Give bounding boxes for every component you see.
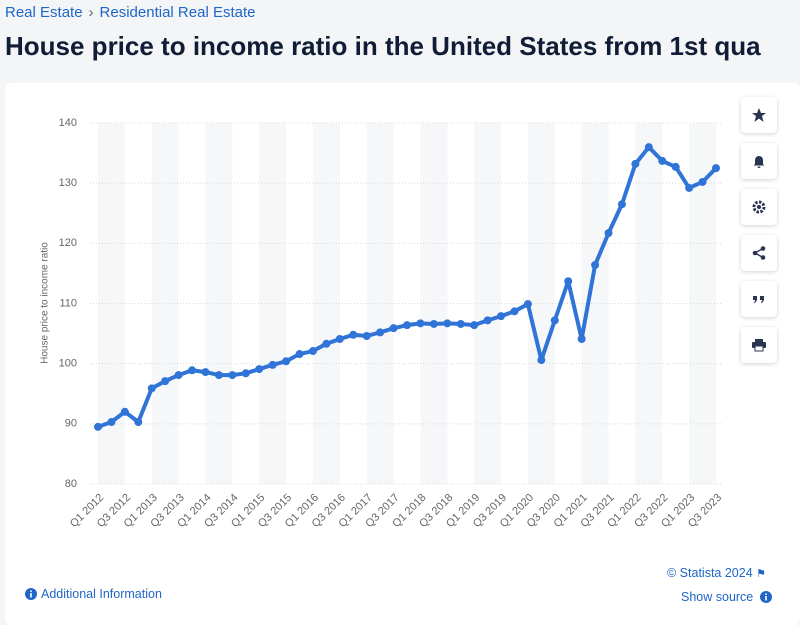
chart-card: House price to income ratio 80 90 100 110 12…	[5, 83, 800, 625]
band	[366, 123, 394, 484]
point	[644, 143, 653, 152]
point	[617, 200, 626, 209]
point	[322, 339, 331, 348]
y-tick-label: 100	[59, 358, 77, 370]
band	[527, 123, 555, 484]
point	[470, 321, 479, 330]
favorite-button[interactable]	[741, 97, 777, 133]
point	[161, 377, 170, 386]
point	[147, 384, 156, 393]
copyright: © Statista 2024 ⚑	[667, 566, 767, 580]
point	[188, 366, 197, 375]
point	[403, 321, 411, 330]
point	[214, 371, 223, 380]
point	[241, 369, 250, 378]
point	[456, 319, 465, 328]
y-tick-label: 120	[59, 237, 77, 249]
point	[308, 347, 317, 356]
y-tick-label: 110	[59, 297, 77, 309]
point	[497, 312, 506, 321]
point	[376, 328, 385, 337]
point	[107, 418, 116, 427]
point	[362, 331, 371, 340]
point	[550, 316, 559, 325]
point	[228, 371, 237, 380]
point	[349, 330, 358, 339]
point	[523, 300, 532, 309]
point	[120, 407, 129, 416]
band	[474, 123, 502, 484]
alert-button[interactable]	[741, 143, 777, 179]
point	[295, 350, 304, 359]
point	[510, 307, 519, 316]
y-axis-label: House price to income ratio	[40, 242, 51, 364]
cite-button[interactable]	[741, 281, 777, 317]
share-button[interactable]	[741, 235, 777, 271]
print-button[interactable]	[741, 327, 777, 363]
point	[429, 319, 438, 328]
additional-information[interactable]: Additional Information	[25, 587, 162, 601]
point	[712, 164, 720, 173]
point	[335, 334, 344, 343]
point	[134, 418, 143, 427]
point	[564, 277, 573, 286]
point	[268, 360, 277, 369]
point	[604, 229, 613, 238]
show-source[interactable]: Show source	[681, 590, 772, 604]
y-tick-label: 80	[65, 478, 77, 490]
crumb[interactable]: Real Estate	[5, 4, 83, 21]
point	[416, 319, 425, 328]
point	[443, 319, 452, 328]
point	[631, 159, 640, 168]
point	[591, 260, 600, 269]
band	[205, 123, 233, 484]
point	[94, 422, 102, 431]
band	[312, 123, 340, 484]
point	[389, 324, 398, 333]
point	[201, 368, 210, 377]
point	[537, 356, 546, 365]
point	[577, 334, 586, 343]
line	[97, 145, 718, 429]
point	[483, 316, 492, 325]
y-tick-label: 130	[59, 177, 77, 189]
breadcrumb: Real Estate › Residential Real Estate	[5, 4, 256, 21]
point	[174, 371, 183, 380]
chart: House price to income ratio 80 90 100 110 12…	[40, 117, 725, 530]
point	[282, 357, 291, 366]
crumb[interactable]: Residential Real Estate	[99, 4, 256, 21]
point	[685, 183, 694, 192]
y-tick-label: 90	[65, 418, 77, 430]
point	[255, 365, 264, 374]
chart-title: House price to income ratio in the Unite…	[5, 31, 761, 61]
settings-button[interactable]	[741, 189, 777, 225]
y-tick-label: 140	[59, 117, 77, 129]
band	[420, 123, 448, 484]
point	[658, 156, 667, 165]
band	[259, 123, 287, 484]
point	[698, 177, 707, 186]
point	[671, 162, 680, 171]
